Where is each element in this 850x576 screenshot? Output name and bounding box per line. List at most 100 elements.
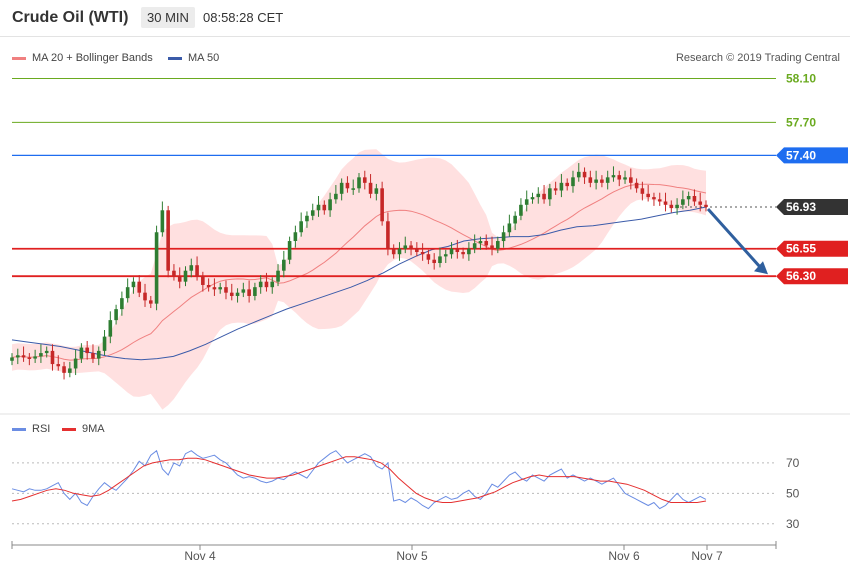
- candle-body: [415, 248, 419, 253]
- candle-body: [675, 204, 679, 209]
- candle-body: [368, 182, 373, 194]
- candle-body: [154, 232, 159, 304]
- candle-body: [201, 276, 205, 285]
- level-tag-4: [776, 240, 848, 257]
- legend-9ma: 9MA: [62, 423, 105, 435]
- candle-body: [478, 241, 483, 244]
- candle-body: [374, 188, 379, 194]
- chart-title: Crude Oil (WTI): [12, 9, 129, 26]
- research-credit: Research © 2019 Trading Central: [675, 52, 840, 64]
- candle-body: [125, 287, 130, 299]
- candle-body: [576, 171, 581, 178]
- candle-body: [299, 221, 303, 233]
- candle-body: [496, 241, 500, 249]
- candle-body: [229, 292, 234, 296]
- rsi-tick-label: 70: [786, 456, 800, 470]
- candle-body: [588, 177, 593, 183]
- candle-body: [339, 182, 344, 194]
- x-tick-label: Nov 5: [396, 549, 428, 563]
- candle-body: [27, 357, 32, 359]
- candle-body: [617, 175, 622, 180]
- rsi-ma-line: [11, 456, 707, 503]
- candle-body: [293, 232, 298, 242]
- level-label-4: 56.55: [786, 242, 816, 256]
- candle-body: [652, 197, 656, 200]
- legend-rsi: RSI: [12, 423, 50, 435]
- candle-body: [357, 177, 361, 189]
- candle-body: [189, 265, 194, 271]
- candle-body: [143, 292, 147, 301]
- candle-body: [328, 199, 332, 211]
- candle-body: [634, 182, 639, 189]
- legend-swatch-bollinger: [12, 56, 26, 60]
- level-label-0: 58.10: [786, 71, 816, 85]
- candle-body: [206, 284, 211, 288]
- candle-body: [270, 281, 275, 288]
- candle-body: [519, 204, 523, 216]
- candle-body: [704, 204, 708, 207]
- candle-body: [149, 300, 153, 304]
- candle-body: [172, 270, 176, 277]
- candle-body: [120, 298, 124, 310]
- candle-body: [276, 270, 280, 282]
- candle-body: [85, 347, 89, 354]
- candle-body: [391, 248, 396, 255]
- timestamp: 08:58:28 CET: [203, 10, 284, 25]
- candle-body: [536, 193, 541, 198]
- level-tag-2: [776, 147, 848, 164]
- candle-body: [455, 248, 460, 253]
- candle-body: [166, 210, 170, 271]
- candle-body: [600, 179, 604, 183]
- candle-body: [484, 241, 489, 246]
- candle-body: [56, 364, 61, 367]
- candle-body: [247, 289, 251, 296]
- candle-body: [96, 350, 101, 359]
- candle-body: [380, 188, 384, 222]
- timeframe-badge[interactable]: 30 MIN: [141, 7, 195, 28]
- candle-body: [235, 292, 240, 296]
- forecast-arrow-head: [754, 261, 768, 275]
- level-tag-5: [776, 268, 848, 285]
- candle-body: [10, 357, 14, 361]
- candle-body: [640, 188, 645, 194]
- candle-body: [548, 188, 552, 200]
- candle-body: [362, 177, 367, 183]
- candle-body: [507, 223, 512, 233]
- candle-body: [79, 347, 84, 359]
- candle-body: [582, 171, 587, 178]
- candle-body: [258, 281, 263, 288]
- candle-body: [102, 336, 107, 351]
- candle-body: [183, 270, 188, 282]
- candle-body: [397, 248, 402, 255]
- candle-body: [461, 252, 465, 255]
- candle-body: [351, 188, 356, 190]
- candle-body: [195, 265, 199, 277]
- legend-swatch-9ma: [62, 427, 76, 431]
- level-tag-3: [776, 198, 848, 215]
- candle-body: [513, 215, 517, 224]
- chart-header: Crude Oil (WTI) 30 MIN 08:58:28 CET: [0, 0, 850, 37]
- candle-body: [449, 248, 454, 255]
- legend-label-9ma: 9MA: [82, 423, 105, 435]
- candle-body: [386, 221, 390, 249]
- legend-label-bollinger: MA 20 + Bollinger Bands: [32, 52, 153, 64]
- level-label-5: 56.30: [786, 269, 816, 283]
- candle-body: [345, 182, 350, 189]
- candle-body: [177, 276, 182, 282]
- candle-body: [305, 215, 309, 222]
- candle-body: [686, 196, 691, 200]
- candle-body: [698, 201, 703, 205]
- candle-body: [663, 201, 668, 205]
- candle-body: [681, 199, 685, 205]
- candle-body: [542, 193, 546, 200]
- ma50-line: [11, 206, 707, 361]
- candle-body: [21, 355, 26, 358]
- candle-body: [432, 259, 436, 264]
- candle-body: [334, 193, 338, 200]
- candle-body: [490, 245, 494, 249]
- candle-body: [114, 309, 118, 321]
- candle-body: [629, 177, 633, 183]
- candle-body: [692, 196, 697, 202]
- candle-body: [420, 252, 425, 255]
